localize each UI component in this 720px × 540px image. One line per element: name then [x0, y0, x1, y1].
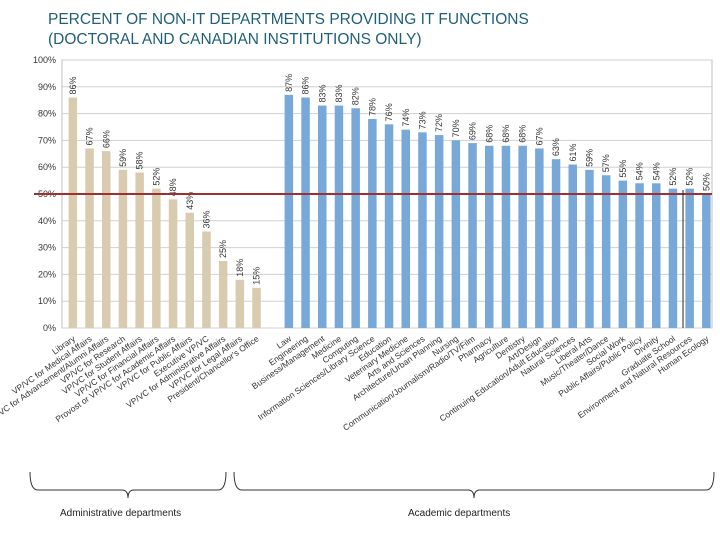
- bar: [501, 145, 511, 328]
- value-label: 57%: [601, 154, 611, 172]
- bar: [384, 124, 394, 328]
- value-label: 82%: [351, 87, 361, 105]
- bar: [118, 169, 128, 328]
- value-label: 48%: [168, 178, 178, 196]
- value-label: 83%: [334, 85, 344, 103]
- group-bracket: [29, 471, 227, 499]
- bar: [618, 180, 628, 328]
- bar: [652, 183, 661, 328]
- value-label: 69%: [468, 122, 478, 140]
- value-label: 18%: [235, 259, 245, 277]
- group-label-administrative: Administrative departments: [60, 508, 182, 519]
- chart-title-line-1: PERCENT OF NON-IT DEPARTMENTS PROVIDING …: [48, 11, 529, 28]
- bar: [85, 148, 94, 328]
- value-label: 52%: [668, 168, 678, 186]
- value-label: 25%: [218, 240, 228, 258]
- value-label: 52%: [685, 168, 695, 186]
- value-label: 70%: [451, 119, 461, 137]
- value-label: 43%: [185, 192, 195, 210]
- bar: [518, 145, 527, 328]
- y-tick-label: 100%: [33, 55, 56, 65]
- value-label: 78%: [367, 98, 377, 116]
- bar: [185, 212, 194, 328]
- chart-title-line-2: (DOCTORAL AND CANADIAN INSTITUTIONS ONLY…: [48, 31, 422, 48]
- value-label: 67%: [85, 127, 95, 145]
- value-label: 15%: [252, 267, 262, 285]
- bar: [668, 188, 678, 328]
- bar: [468, 143, 477, 328]
- bar: [334, 105, 344, 328]
- bar: [218, 261, 228, 328]
- group-bracket: [233, 471, 715, 499]
- bar: [235, 279, 245, 328]
- bar: [535, 148, 544, 328]
- value-label: 86%: [68, 77, 78, 95]
- value-label: 54%: [651, 162, 661, 180]
- value-label: 58%: [135, 152, 145, 170]
- bar: [485, 145, 494, 328]
- bar: [401, 129, 410, 328]
- bar: [68, 97, 78, 329]
- bar: [601, 175, 611, 328]
- bar: [284, 94, 294, 328]
- value-label: 36%: [201, 211, 211, 229]
- bar: [202, 231, 211, 328]
- y-tick-label: 20%: [38, 269, 56, 279]
- y-tick-label: 0%: [43, 323, 56, 333]
- y-tick-label: 70%: [38, 135, 56, 145]
- bar: [368, 118, 377, 329]
- value-label: 83%: [317, 85, 327, 103]
- bar: [585, 169, 594, 328]
- y-tick-label: 80%: [38, 109, 56, 119]
- group-label-academic: Academic departments: [408, 508, 511, 519]
- bar: [418, 132, 427, 328]
- value-label: 76%: [384, 103, 394, 121]
- bar: [451, 140, 461, 328]
- value-label: 66%: [101, 130, 111, 148]
- value-label: 52%: [151, 168, 161, 186]
- value-label: 87%: [284, 74, 294, 92]
- bar: [152, 188, 161, 328]
- value-label: 50%: [701, 173, 711, 191]
- value-label: 54%: [635, 162, 645, 180]
- value-label: 73%: [417, 111, 427, 129]
- chart-title: PERCENT OF NON-IT DEPARTMENTS PROVIDING …: [48, 10, 708, 50]
- y-tick-label: 40%: [38, 216, 56, 226]
- value-label: 67%: [534, 127, 544, 145]
- bar: [102, 151, 111, 328]
- value-label: 55%: [618, 160, 628, 178]
- bar: [318, 105, 327, 328]
- y-tick-label: 90%: [38, 82, 56, 92]
- y-tick-label: 10%: [38, 296, 56, 306]
- bar: [685, 188, 694, 328]
- bar: [551, 159, 561, 328]
- value-label: 72%: [434, 114, 444, 132]
- value-label: 61%: [568, 144, 578, 162]
- value-label: 86%: [301, 77, 311, 95]
- value-label: 68%: [484, 125, 494, 143]
- bar: [168, 199, 178, 328]
- bar: [351, 108, 360, 329]
- value-label: 63%: [551, 138, 561, 156]
- bar: [568, 164, 577, 328]
- value-label: 68%: [501, 125, 511, 143]
- value-label: 59%: [118, 149, 128, 167]
- bar: [434, 135, 444, 328]
- bar: [702, 194, 711, 328]
- bar: [301, 97, 310, 329]
- value-label: 68%: [518, 125, 528, 143]
- y-tick-label: 60%: [38, 162, 56, 172]
- y-tick-label: 30%: [38, 243, 56, 253]
- value-label: 74%: [401, 109, 411, 127]
- bar: [252, 287, 261, 328]
- value-label: 59%: [584, 149, 594, 167]
- bar: [135, 172, 144, 328]
- bar: [635, 183, 644, 328]
